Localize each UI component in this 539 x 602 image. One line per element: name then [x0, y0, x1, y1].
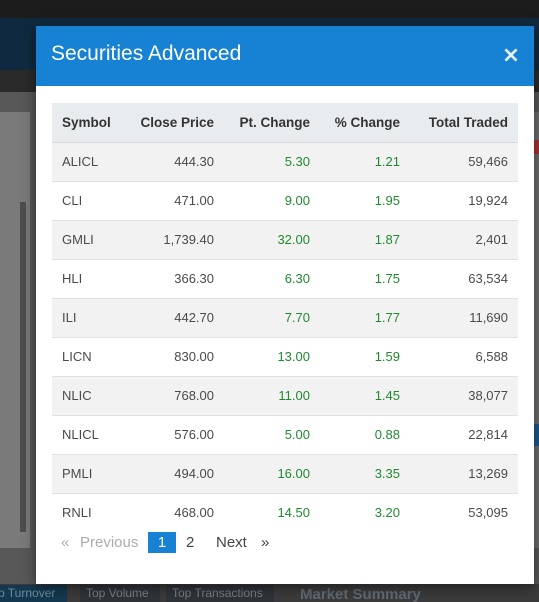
table-row: ALICL 444.30 5.30 1.21 59,466 [52, 141, 518, 181]
cell-pct-change: 1.95 [320, 180, 410, 220]
modal-title: Securities Advanced [51, 42, 242, 65]
cell-pt-change: 14.50 [224, 492, 320, 532]
cell-symbol: ALICL [52, 141, 128, 181]
background-market-summary-heading: Market Summary [300, 586, 421, 602]
cell-close-price: 442.70 [128, 297, 224, 337]
cell-pt-change: 9.00 [224, 180, 320, 220]
table-row: NLIC 768.00 11.00 1.45 38,077 [52, 375, 518, 415]
column-header-symbol[interactable]: Symbol [52, 103, 128, 143]
cell-total-traded: 38,077 [410, 375, 518, 415]
table-row: GMLI 1,739.40 32.00 1.87 2,401 [52, 219, 518, 259]
cell-symbol: LICN [52, 336, 128, 376]
cell-symbol: HLI [52, 258, 128, 298]
cell-total-traded: 13,269 [410, 453, 518, 493]
securities-table: Symbol Close Price Pt. Change % Change T… [52, 103, 518, 532]
pagination-previous-button: Previous [80, 534, 139, 551]
table-row: PMLI 494.00 16.00 3.35 13,269 [52, 453, 518, 493]
cell-symbol: PMLI [52, 453, 128, 493]
pagination-last-icon[interactable]: » [261, 534, 270, 551]
cell-pct-change: 1.45 [320, 375, 410, 415]
background-left-panel [0, 112, 30, 548]
background-right-panel [530, 112, 539, 548]
cell-symbol: CLI [52, 180, 128, 220]
cell-close-price: 366.30 [128, 258, 224, 298]
table-row: NLICL 576.00 5.00 0.88 22,814 [52, 414, 518, 454]
cell-pct-change: 1.77 [320, 297, 410, 337]
cell-close-price: 768.00 [128, 375, 224, 415]
pagination-page-1-button[interactable]: 1 [148, 532, 176, 553]
table-row: LICN 830.00 13.00 1.59 6,588 [52, 336, 518, 376]
table-header-row: Symbol Close Price Pt. Change % Change T… [52, 103, 518, 143]
cell-total-traded: 2,401 [410, 219, 518, 259]
background-tab-top-turnover: p Turnover [0, 585, 67, 602]
table-row: CLI 471.00 9.00 1.95 19,924 [52, 180, 518, 220]
cell-pct-change: 1.87 [320, 219, 410, 259]
cell-pct-change: 1.59 [320, 336, 410, 376]
cell-close-price: 444.30 [128, 141, 224, 181]
cell-symbol: NLIC [52, 375, 128, 415]
column-header-pct-change[interactable]: % Change [320, 103, 410, 143]
background-badge [532, 140, 539, 154]
pagination-first-icon: « [61, 534, 70, 551]
pagination-next-button[interactable]: Next [216, 534, 247, 551]
column-header-close-price[interactable]: Close Price [128, 103, 224, 143]
cell-total-traded: 53,095 [410, 492, 518, 532]
cell-total-traded: 11,690 [410, 297, 518, 337]
cell-pct-change: 3.35 [320, 453, 410, 493]
cell-symbol: RNLI [52, 492, 128, 532]
column-header-pt-change[interactable]: Pt. Change [224, 103, 320, 143]
table-row: RNLI 468.00 14.50 3.20 53,095 [52, 492, 518, 532]
cell-pct-change: 3.20 [320, 492, 410, 532]
table-row: ILI 442.70 7.70 1.77 11,690 [52, 297, 518, 337]
cell-pt-change: 13.00 [224, 336, 320, 376]
background-top-bar [0, 0, 539, 18]
cell-total-traded: 22,814 [410, 414, 518, 454]
cell-close-price: 471.00 [128, 180, 224, 220]
cell-symbol: NLICL [52, 414, 128, 454]
cell-pct-change: 1.21 [320, 141, 410, 181]
cell-pt-change: 11.00 [224, 375, 320, 415]
cell-pct-change: 1.75 [320, 258, 410, 298]
cell-symbol: ILI [52, 297, 128, 337]
background-tab-top-volume: Top Volume [80, 585, 160, 602]
cell-total-traded: 6,588 [410, 336, 518, 376]
background-tab-top-transactions: Top Transactions [166, 585, 274, 602]
cell-total-traded: 63,534 [410, 258, 518, 298]
background-scrollbar [20, 202, 26, 532]
cell-pt-change: 5.30 [224, 141, 320, 181]
cell-close-price: 830.00 [128, 336, 224, 376]
cell-pt-change: 7.70 [224, 297, 320, 337]
cell-pt-change: 5.00 [224, 414, 320, 454]
background-side-tab [532, 424, 539, 446]
cell-total-traded: 59,466 [410, 141, 518, 181]
column-header-total-traded[interactable]: Total Traded [410, 103, 518, 143]
cell-close-price: 1,739.40 [128, 219, 224, 259]
cell-close-price: 494.00 [128, 453, 224, 493]
modal-header: Securities Advanced × [36, 26, 534, 86]
cell-close-price: 468.00 [128, 492, 224, 532]
cell-close-price: 576.00 [128, 414, 224, 454]
cell-pt-change: 6.30 [224, 258, 320, 298]
pagination-page-2-button[interactable]: 2 [186, 534, 195, 551]
cell-pct-change: 0.88 [320, 414, 410, 454]
cell-total-traded: 19,924 [410, 180, 518, 220]
cell-symbol: GMLI [52, 219, 128, 259]
cell-pt-change: 16.00 [224, 453, 320, 493]
cell-pt-change: 32.00 [224, 219, 320, 259]
securities-advanced-modal: Securities Advanced × Symbol Close Price… [36, 26, 534, 584]
close-icon[interactable]: × [501, 43, 521, 68]
table-row: HLI 366.30 6.30 1.75 63,534 [52, 258, 518, 298]
